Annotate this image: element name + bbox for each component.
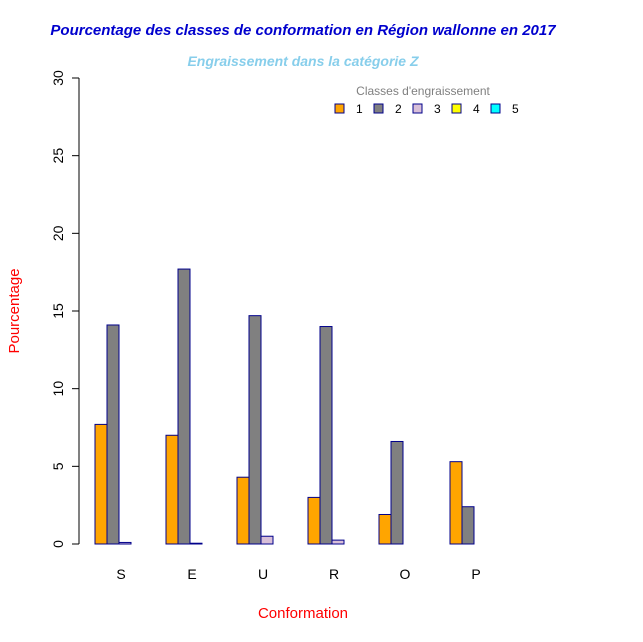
chart-title: Pourcentage des classes de conformation …: [50, 22, 556, 39]
y-tick-label: 5: [50, 462, 66, 470]
y-tick-label: 15: [50, 303, 66, 319]
bar-O-1: [378, 513, 392, 545]
legend-swatch-4: [451, 103, 462, 114]
x-tick-label: E: [187, 566, 196, 582]
y-tick-label: 25: [50, 148, 66, 164]
bar-U-2: [248, 315, 262, 545]
bars-group: [94, 268, 475, 545]
legend-swatch-3: [412, 103, 423, 114]
bar-P-1: [449, 461, 463, 545]
legend-title: Classes d'engraissement: [356, 84, 490, 98]
bar-O-2: [390, 440, 404, 545]
chart-subtitle: Engraissement dans la catégorie Z: [187, 53, 419, 69]
bar-S-3: [118, 541, 132, 545]
legend-swatch-5: [490, 103, 501, 114]
bar-E-1: [165, 434, 179, 545]
x-tick-label: O: [400, 566, 411, 582]
bar-R-1: [307, 496, 321, 545]
bar-U-1: [236, 476, 250, 545]
y-tick-label: 20: [50, 225, 66, 241]
y-tick-label: 30: [50, 70, 66, 86]
bar-S-2: [106, 324, 120, 545]
bar-E-2: [177, 268, 191, 545]
x-tick-label: R: [329, 566, 339, 582]
x-axis-label: Conformation: [258, 605, 348, 622]
legend: Classes d'engraissement 1 2 3 4 5: [334, 84, 519, 116]
x-tick-label: P: [471, 566, 480, 582]
x-tick-label: U: [258, 566, 268, 582]
bar-P-2: [461, 506, 475, 545]
bar-U-3: [260, 535, 274, 545]
y-tick-label: 10: [50, 381, 66, 397]
legend-swatch-2: [373, 103, 384, 114]
bar-S-1: [94, 423, 108, 545]
legend-label-5: 5: [512, 102, 519, 116]
bar-R-2: [319, 326, 333, 545]
legend-label-3: 3: [434, 102, 441, 116]
y-axis-label: Pourcentage: [6, 268, 23, 353]
x-tick-label: S: [116, 566, 125, 582]
bar-R-3: [331, 539, 345, 545]
legend-swatch-1: [334, 103, 345, 114]
bar-E-3: [189, 542, 203, 545]
y-tick-label: 0: [50, 540, 66, 548]
y-axis: 0 5 10 15 20 25 30: [50, 70, 80, 548]
legend-label-4: 4: [473, 102, 480, 116]
legend-label-2: 2: [395, 102, 402, 116]
legend-label-1: 1: [356, 102, 363, 116]
